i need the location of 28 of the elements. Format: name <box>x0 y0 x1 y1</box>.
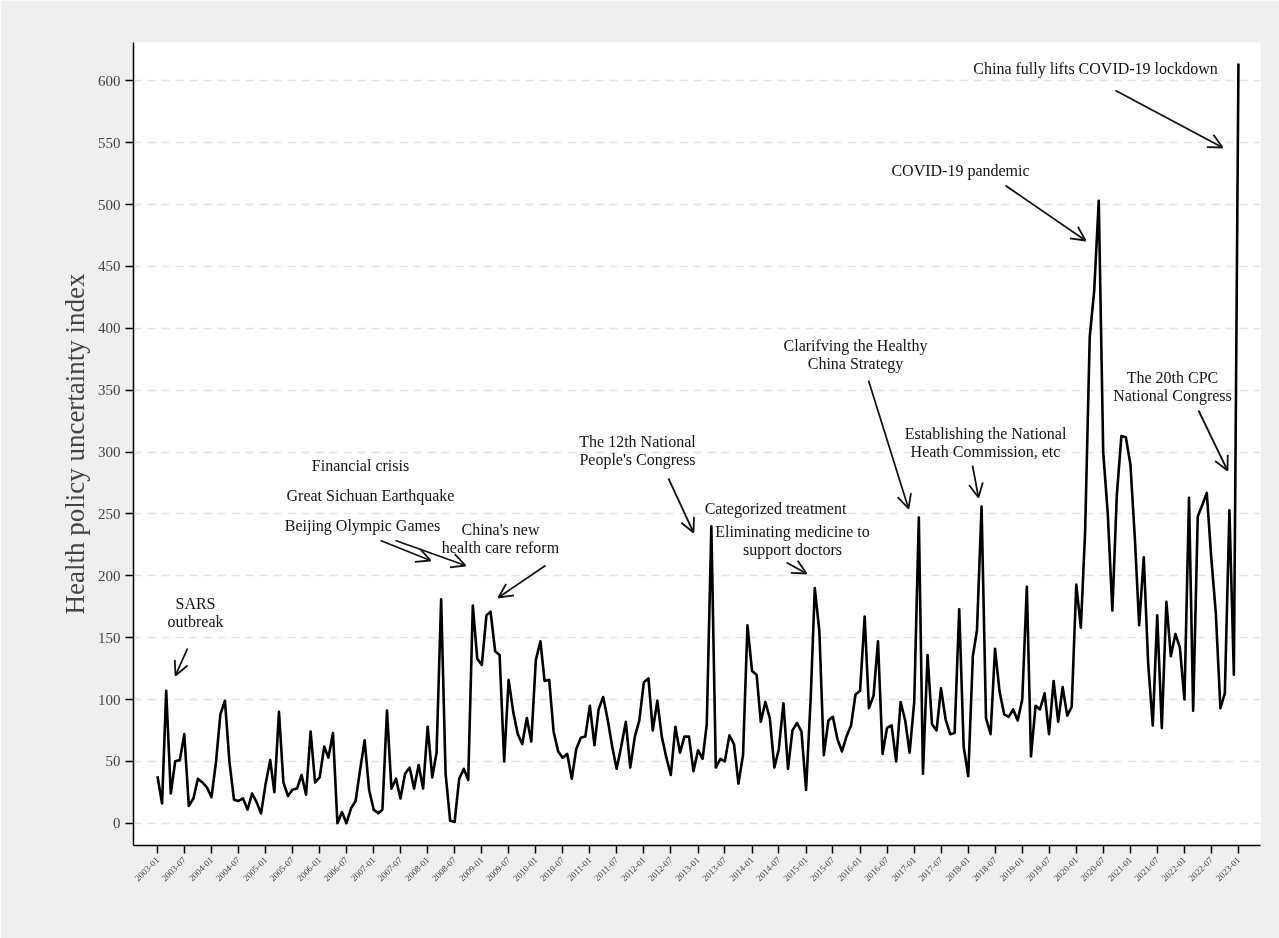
y-tick-label: 500 <box>98 196 121 213</box>
y-tick-label: 600 <box>98 72 121 89</box>
y-tick-label: 250 <box>98 505 121 522</box>
y-tick-label: 200 <box>98 567 121 584</box>
y-axis-title: Health policy uncertainty index <box>60 272 90 615</box>
y-tick-label: 350 <box>98 382 121 399</box>
annotation: The 12th National People's Congress <box>579 433 697 469</box>
y-tick-label: 450 <box>98 258 121 275</box>
annotation: Establishing the National Heath Commission, etc <box>904 425 1067 460</box>
annotation: COVID-19 pandemic <box>891 162 1030 180</box>
y-tick-label: 300 <box>98 444 121 461</box>
annotation: SARS outbreak <box>167 595 224 630</box>
annotation: Clarifving the Healthy China Strategy <box>783 337 928 373</box>
annotation: Categorized treatment <box>704 500 847 518</box>
annotation: The 20th CPC National Congress <box>1113 369 1232 405</box>
annotation: Eliminating medicine to support doctors <box>715 523 870 559</box>
annotation: Financial crisis <box>311 457 410 474</box>
annotation: China's new health care reform <box>441 521 560 556</box>
y-tick-label: 0 <box>113 815 121 832</box>
y-tick-label: 550 <box>98 134 121 151</box>
annotation: Great Sichuan Earthquake <box>286 487 455 505</box>
annotation: Beijing Olympic Games <box>284 517 441 535</box>
y-tick-label: 400 <box>98 320 121 337</box>
line-series <box>156 62 1240 825</box>
y-tick-label: 50 <box>105 753 121 770</box>
y-tick-label: 100 <box>98 691 121 708</box>
y-tick-label: 150 <box>98 629 121 646</box>
annotation: China fully lifts COVID-19 lockdown <box>973 60 1218 78</box>
